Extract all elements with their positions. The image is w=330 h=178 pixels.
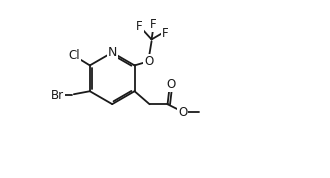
Text: Cl: Cl <box>68 49 80 62</box>
Text: O: O <box>166 78 175 91</box>
Text: F: F <box>136 20 143 33</box>
Text: F: F <box>150 18 157 31</box>
Text: O: O <box>178 106 187 119</box>
Text: O: O <box>144 55 153 68</box>
Text: Br: Br <box>51 89 64 102</box>
Text: F: F <box>162 27 169 40</box>
Text: N: N <box>108 46 117 59</box>
